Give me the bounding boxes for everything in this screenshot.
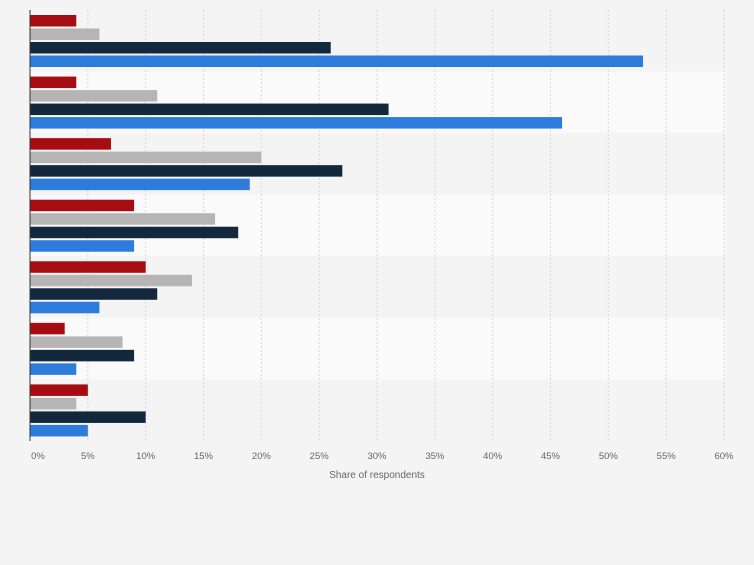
bar (30, 301, 100, 314)
x-tick-label: 30% (367, 451, 387, 462)
x-tick-label: 45% (541, 451, 561, 462)
bar (30, 76, 77, 89)
bar (30, 424, 88, 437)
x-tick-label: 35% (425, 451, 445, 462)
x-tick-label: 15% (194, 451, 214, 462)
bar (30, 28, 100, 40)
bar (30, 322, 65, 335)
x-tick-label: 55% (657, 451, 677, 462)
bar (30, 261, 146, 273)
x-tick-label: 10% (136, 451, 156, 462)
bar (30, 117, 563, 129)
x-tick-label: 40% (483, 451, 503, 462)
bars (30, 15, 644, 437)
x-tick-label: 50% (599, 451, 619, 462)
bar (30, 55, 644, 67)
bar (30, 240, 135, 252)
x-tick-label: 20% (252, 451, 272, 462)
bar (30, 103, 389, 116)
x-tick-label: 5% (81, 451, 95, 462)
row-bands (30, 10, 726, 441)
x-tick-label: 0% (31, 451, 45, 462)
bar (30, 42, 331, 54)
bar (30, 15, 77, 27)
bar (30, 165, 343, 177)
x-axis-ticks: 0% 5% 10% 15% 20% 25% 30% 35% 40% 45% 50% 55% 60% (31, 451, 734, 462)
x-tick-label: 25% (310, 451, 330, 462)
bar (30, 151, 262, 164)
bar (30, 138, 111, 150)
bar (30, 411, 146, 423)
bar (30, 363, 77, 375)
bar (30, 349, 135, 362)
x-tick-label: 60% (714, 451, 734, 462)
row-band (30, 194, 726, 257)
bar (30, 397, 77, 410)
bar (30, 90, 158, 102)
bar (30, 288, 158, 300)
bar (30, 226, 239, 239)
bar (30, 384, 88, 396)
bar (30, 178, 250, 191)
bar (30, 274, 192, 287)
row-band (30, 317, 726, 380)
x-axis-title: Share of respondents (329, 470, 425, 481)
row-band (30, 379, 726, 441)
bar (30, 336, 123, 348)
bar (30, 213, 216, 225)
bar (30, 199, 135, 212)
